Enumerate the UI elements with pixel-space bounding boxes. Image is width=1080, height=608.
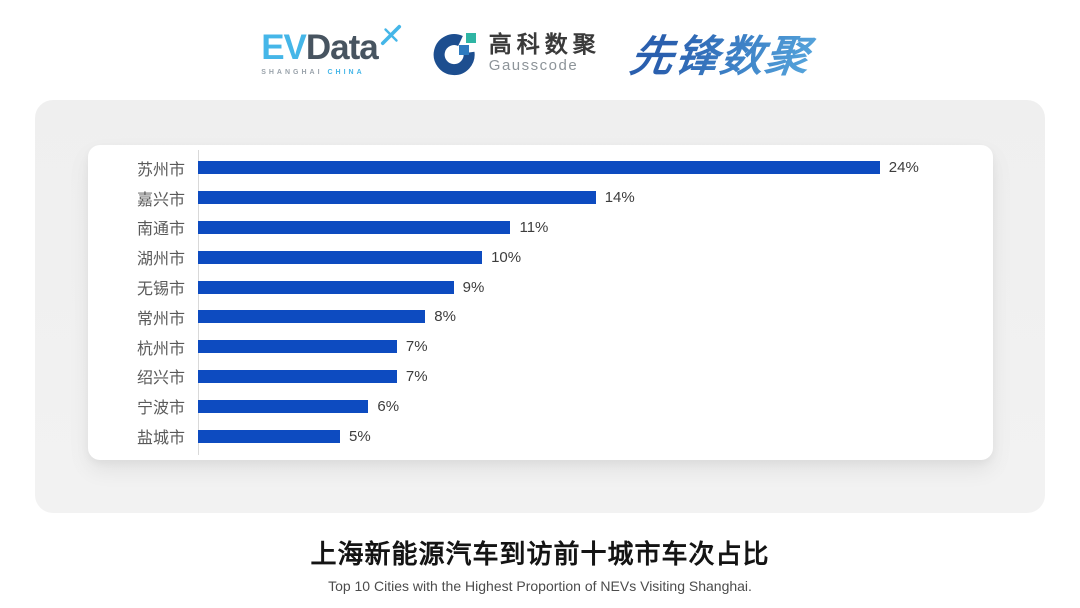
category-label: 苏州市	[136, 161, 185, 179]
value-label: 7%	[405, 367, 428, 385]
value-label: 11%	[519, 218, 549, 236]
category-label: 湖州市	[136, 251, 185, 269]
chart-title: 上海新能源汽车到访前十城市车次占比	[310, 539, 770, 569]
evdata-tagline: SHANGHAI CHINA	[261, 69, 364, 76]
category-label: 杭州市	[136, 340, 185, 358]
evdata-logo: EV Data SHANGHAI CHINA	[261, 24, 402, 76]
value-label: 8%	[434, 308, 456, 326]
bar-track: 14%	[198, 189, 965, 206]
bar-track: 5%	[198, 428, 965, 445]
gausscode-g-icon	[433, 33, 476, 76]
bar	[198, 161, 880, 175]
chart-row: 嘉兴市 14%	[88, 183, 965, 213]
bar-track: 7%	[198, 368, 965, 385]
evdata-wordmark: EV Data	[261, 24, 402, 67]
chart-row: 苏州市 24%	[88, 153, 965, 183]
bar	[198, 369, 397, 383]
category-label: 常州市	[136, 310, 185, 328]
bar-track: 11%	[198, 219, 965, 236]
chart-row: 盐城市 5%	[88, 421, 965, 451]
bar-track: 9%	[198, 279, 965, 296]
chart-panel: 苏州市 24% 嘉兴市 14% 南通市 11% 湖州市 10% 无锡市 9% 常州市 8% 杭州市 7% 绍…	[35, 100, 1045, 513]
axis-line	[198, 150, 199, 455]
category-label: 南通市	[136, 221, 185, 239]
bar	[198, 429, 341, 443]
value-label: 6%	[377, 397, 400, 415]
gausscode-logo: 高科数聚 Gausscode	[432, 29, 601, 77]
chart-row: 绍兴市 7%	[88, 362, 965, 392]
chart-card: 苏州市 24% 嘉兴市 14% 南通市 11% 湖州市 10% 无锡市 9% 常州市 8% 杭州市 7% 绍…	[88, 145, 993, 460]
evdata-tagline-shanghai: SHANGHAI	[261, 69, 323, 76]
evdata-data-text: Data	[305, 28, 379, 67]
chart-subtitle: Top 10 Cities with the Highest Proportio…	[328, 578, 752, 594]
bar	[198, 191, 596, 205]
value-label: 14%	[604, 189, 635, 207]
value-label: 5%	[349, 427, 371, 445]
bar-track: 10%	[198, 249, 965, 266]
chart-rows: 苏州市 24% 嘉兴市 14% 南通市 11% 湖州市 10% 无锡市 9% 常州市 8% 杭州市 7% 绍…	[88, 153, 965, 451]
bar	[198, 250, 483, 264]
evdata-ev-text: EV	[261, 28, 307, 67]
bar-track: 8%	[198, 308, 965, 325]
category-label: 盐城市	[136, 430, 185, 448]
value-label: 10%	[491, 248, 522, 266]
value-label: 9%	[462, 278, 485, 296]
chart-row: 湖州市 10%	[88, 242, 965, 272]
chart-row: 南通市 11%	[88, 213, 965, 243]
bar-track: 7%	[198, 338, 965, 355]
chart-row: 宁波市 6%	[88, 391, 965, 421]
category-label: 嘉兴市	[136, 191, 185, 209]
bar	[198, 340, 397, 354]
xianfeng-wordmark: 先锋数聚	[626, 22, 823, 84]
bar	[198, 220, 511, 234]
chart-row: 无锡市 9%	[88, 272, 965, 302]
gausscode-name-en: Gausscode	[488, 56, 579, 74]
chart-row: 常州市 8%	[88, 302, 965, 332]
value-label: 7%	[405, 338, 428, 356]
category-label: 宁波市	[136, 400, 185, 418]
bar	[198, 280, 454, 294]
category-label: 绍兴市	[136, 370, 185, 388]
header-logos: EV Data SHANGHAI CHINA 高科数聚 Gausscode 先锋…	[0, 0, 1080, 100]
bar-track: 6%	[198, 398, 965, 415]
bar-track: 24%	[198, 159, 965, 176]
chart-row: 杭州市 7%	[88, 332, 965, 362]
bar	[198, 399, 369, 413]
gausscode-name-cn: 高科数聚	[488, 30, 601, 57]
gausscode-text: 高科数聚 Gausscode	[488, 30, 601, 75]
category-label: 无锡市	[136, 281, 185, 299]
evdata-x-icon	[380, 24, 401, 46]
value-label: 24%	[888, 159, 919, 177]
evdata-tagline-china: CHINA	[327, 69, 365, 76]
title-block: 上海新能源汽车到访前十城市车次占比 Top 10 Cities with the…	[0, 534, 1080, 594]
bar	[198, 310, 426, 324]
